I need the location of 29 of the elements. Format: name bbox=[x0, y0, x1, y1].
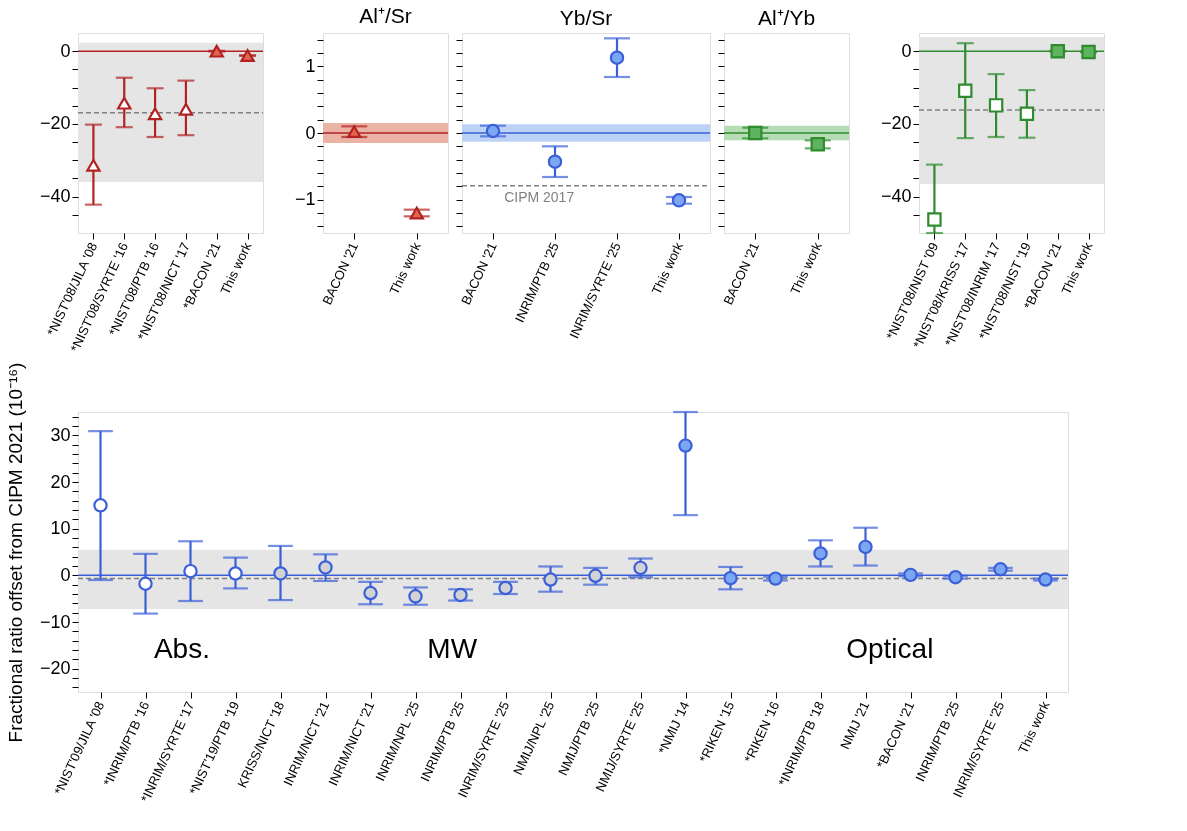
y-tick-label: −20 bbox=[39, 658, 71, 679]
y-tick-label: 0 bbox=[60, 564, 71, 585]
ref-line-label: CIPM 2017 bbox=[504, 188, 575, 205]
y-tick-label: 10 bbox=[50, 518, 71, 539]
y-axis-title: Fractional ratio offset from CIPM 2021 (10⁻¹⁶) bbox=[4, 362, 26, 743]
y-tick-label: −40 bbox=[880, 186, 912, 207]
x-tick-label: *NMIJ '14 bbox=[655, 699, 693, 757]
y-tick-label: 30 bbox=[50, 424, 71, 445]
y-tick-label: 0 bbox=[305, 122, 316, 143]
y-tick-label: −20 bbox=[39, 113, 71, 134]
annotation: MW bbox=[427, 633, 478, 664]
chart-title: Yb/Sr bbox=[559, 6, 613, 29]
y-tick-label: 1 bbox=[305, 55, 316, 76]
y-tick-label: −20 bbox=[880, 113, 912, 134]
y-tick-label: −1 bbox=[294, 189, 316, 210]
annotation: Abs. bbox=[153, 633, 210, 664]
annotation: Optical bbox=[846, 633, 934, 664]
x-tick-label: This work bbox=[787, 239, 825, 297]
chart-title: Al⁺/Sr bbox=[359, 3, 412, 27]
chart-title: Al⁺/Yb bbox=[757, 6, 816, 29]
y-tick-label: 0 bbox=[901, 40, 912, 61]
x-tick-label: NMIJ '21 bbox=[837, 699, 873, 752]
y-tick-label: −10 bbox=[39, 611, 71, 632]
y-tick-label: 20 bbox=[50, 471, 71, 492]
x-tick-label: This work bbox=[648, 239, 687, 297]
y-tick-label: 0 bbox=[60, 40, 71, 61]
x-tick-label: This work bbox=[1015, 698, 1053, 756]
x-tick-label: This work bbox=[386, 239, 424, 297]
y-tick-label: −40 bbox=[39, 186, 71, 207]
